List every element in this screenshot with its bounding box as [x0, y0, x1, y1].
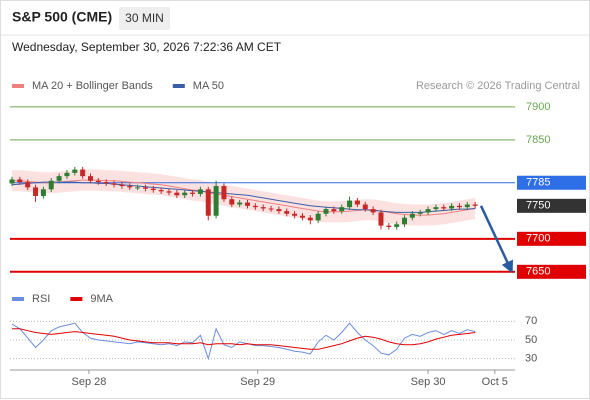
rsi-line	[12, 328, 476, 350]
candle-body	[135, 187, 141, 189]
level-box	[517, 198, 586, 213]
level-label: 7900	[526, 101, 550, 113]
legend-swatch	[172, 84, 185, 88]
candle-body	[299, 215, 305, 218]
candle-body	[111, 183, 117, 185]
candle-body	[449, 205, 455, 209]
candle-body	[292, 213, 298, 216]
candle-body	[307, 217, 313, 221]
level-label: 7650	[526, 266, 550, 278]
candle-body	[402, 217, 408, 225]
candle-body	[417, 212, 423, 214]
candle-body	[386, 225, 392, 227]
candle-body	[347, 200, 353, 208]
candle-body	[182, 192, 188, 196]
candle-body	[237, 202, 243, 205]
candle-body	[72, 169, 78, 173]
x-tick-label: Sep 30	[411, 376, 446, 388]
candle-body	[88, 176, 94, 181]
candle-body	[205, 189, 211, 216]
timeframe[interactable]: 30 MIN	[125, 11, 164, 25]
candle-body	[409, 213, 415, 218]
bollinger-band	[12, 169, 476, 226]
candle-body	[80, 169, 86, 177]
candle-body	[433, 207, 439, 210]
candle-body	[276, 209, 282, 212]
candle-body	[48, 180, 54, 190]
candle-body	[245, 202, 251, 206]
candle-body	[56, 176, 62, 181]
legend-label: MA 50	[193, 80, 224, 92]
level-label: 7850	[526, 134, 550, 146]
level-label: 7750	[526, 200, 550, 212]
x-tick-label: Sep 29	[240, 376, 275, 388]
rsi-line	[11, 322, 476, 361]
candle-body	[370, 209, 376, 213]
candle-body	[425, 209, 431, 213]
candle-body	[252, 205, 258, 208]
candle-body	[362, 204, 368, 210]
candle-body	[197, 189, 203, 194]
candle-body	[190, 192, 196, 194]
candle-body	[142, 187, 148, 189]
x-tick-label: Oct 5	[482, 376, 508, 388]
legend-swatch	[70, 297, 83, 301]
candle-body	[103, 182, 109, 184]
legend-label: 9MA	[90, 293, 113, 305]
candle-body	[221, 186, 227, 200]
candle-body	[17, 179, 23, 183]
candle-body	[150, 188, 156, 190]
forecast-arrow	[479, 205, 514, 274]
candle-body	[331, 209, 337, 212]
candle-body	[213, 186, 219, 216]
level-label: 7785	[526, 177, 550, 189]
level-box	[517, 264, 586, 279]
candle-body	[394, 224, 400, 227]
candle-body	[25, 182, 31, 188]
timestamp: Wednesday, September 30, 2026 7:22:36 AM…	[12, 40, 282, 54]
level-label: 7700	[526, 233, 550, 245]
candle-body	[354, 200, 360, 205]
candle-body	[64, 172, 70, 177]
candle-body	[9, 179, 15, 184]
legend-swatch	[12, 84, 24, 88]
candle-body	[441, 207, 447, 209]
candle-body	[127, 186, 133, 188]
candle-body	[40, 189, 46, 196]
level-box	[517, 231, 586, 246]
y-tick-label: 70	[525, 315, 537, 327]
candle-body	[472, 204, 478, 206]
candle-body	[268, 208, 274, 210]
candle-body	[119, 184, 125, 187]
candle-body	[95, 180, 101, 183]
legend-swatch	[12, 297, 24, 301]
candle-body	[33, 187, 39, 196]
title: S&P 500 (CME)	[12, 9, 112, 25]
candle-body	[260, 207, 266, 209]
candle-body	[378, 212, 384, 226]
candle-body	[174, 192, 180, 196]
level-box	[517, 175, 586, 190]
candle-body	[284, 211, 290, 214]
candle-body	[464, 204, 470, 208]
ma-line	[11, 181, 476, 213]
x-tick-label: Sep 28	[71, 376, 106, 388]
candle-body	[339, 207, 345, 212]
y-tick-label: 50	[525, 334, 537, 346]
candle-body	[315, 213, 321, 221]
candle-body	[323, 209, 329, 214]
candle-body	[456, 205, 462, 208]
candle-body	[166, 191, 172, 193]
candle-body	[229, 199, 235, 205]
candle-body	[158, 190, 164, 192]
y-tick-label: 30	[525, 353, 537, 365]
source: Research © 2026 Trading Central	[416, 80, 580, 92]
legend-label: MA 20 + Bollinger Bands	[32, 80, 153, 92]
legend-label: RSI	[32, 293, 50, 305]
timeframe-box	[119, 7, 170, 30]
